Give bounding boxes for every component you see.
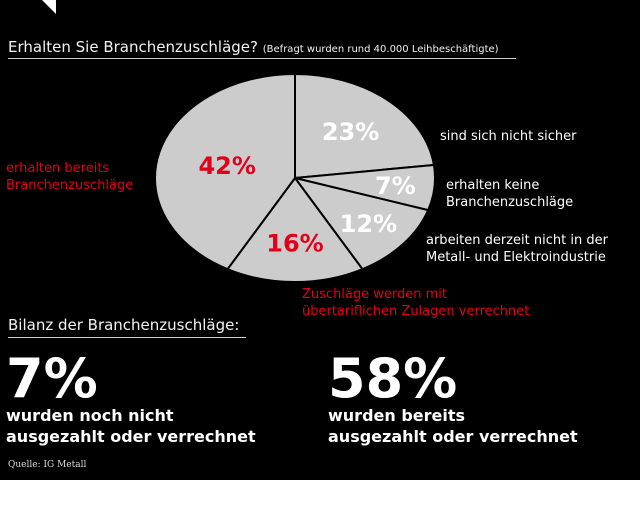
- pie-label-receive: 42%: [198, 152, 255, 180]
- pie-label-offset: 16%: [266, 229, 323, 257]
- corner-mark: [42, 0, 56, 14]
- title-sub: (Befragt wurden rund 40.000 Leihbeschäft…: [262, 44, 499, 55]
- summary-left-text: wurden noch nicht ausgezahlt oder verrec…: [6, 406, 256, 446]
- summary-underline: [8, 337, 246, 338]
- pie-label-unsure: 23%: [322, 118, 379, 146]
- summary-right-value: 58%: [328, 347, 458, 410]
- pie-slice-unsure: [294, 72, 436, 180]
- legend-label-offset: Zuschläge werden mit übertariflichen Zul…: [302, 287, 530, 319]
- infographic: Erhalten Sie Branchenzuschläge? (Befragt…: [0, 0, 640, 480]
- summary-right-text: wurden bereits ausgezahlt oder verrechne…: [328, 406, 578, 446]
- chart-title: Erhalten Sie Branchenzuschläge? (Befragt…: [8, 38, 499, 56]
- legend-label-unsure: sind sich nicht sicher: [440, 129, 577, 144]
- summary-heading: Bilanz der Branchenzuschläge:: [8, 316, 240, 334]
- source-note: Quelle: IG Metall: [8, 460, 87, 470]
- pie-chart: 23% 7% 12% 16% 42%: [154, 72, 436, 283]
- title-underline: [8, 58, 516, 59]
- pie-slice-other-industry: [292, 176, 430, 271]
- legend-label-no-supplement: erhalten keine Branchenzuschläge: [446, 178, 574, 210]
- summary-left-value: 7%: [6, 347, 98, 410]
- pie-slice-receive: [154, 72, 296, 271]
- title-main: Erhalten Sie Branchenzuschläge?: [8, 38, 258, 56]
- pie-label-no-supplement: 7%: [375, 172, 416, 200]
- pie-slice-offset: [225, 176, 365, 283]
- legend-label-other-industry: arbeiten derzeit nicht in der Metall- un…: [426, 233, 608, 265]
- pie-label-other-industry: 12%: [340, 210, 397, 238]
- legend-label-receive: erhalten bereits Branchenzuschläge: [6, 161, 134, 193]
